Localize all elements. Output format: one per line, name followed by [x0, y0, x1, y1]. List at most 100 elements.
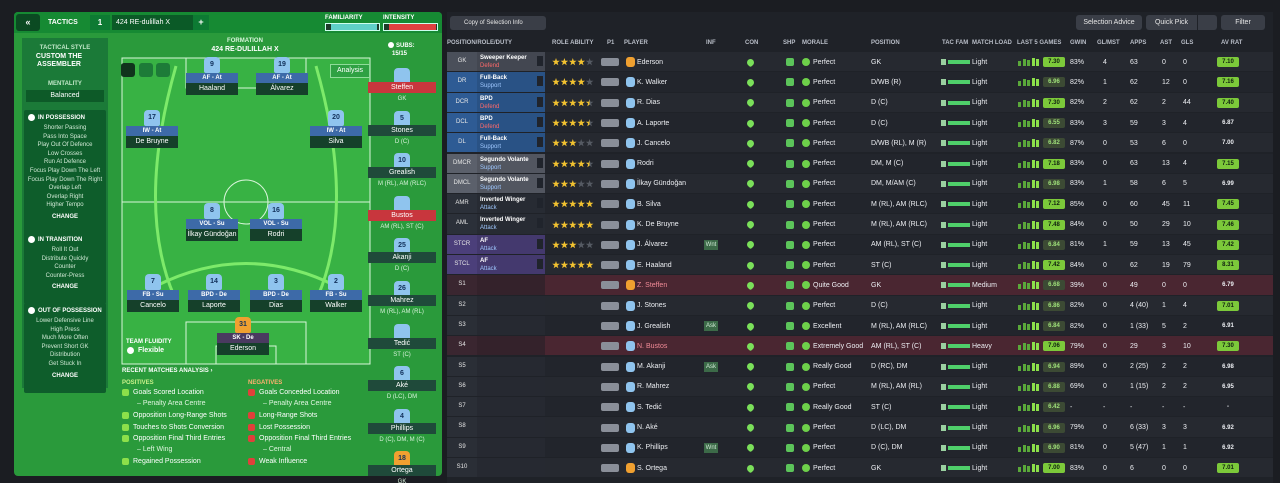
role-tag[interactable]: VOL - Su [250, 219, 302, 229]
slot-badge[interactable]: 1 [90, 15, 110, 30]
column-header[interactable]: POSITION [871, 40, 900, 46]
column-header[interactable]: ROLE ABILITY [552, 40, 594, 46]
view-toggle[interactable] [121, 63, 135, 77]
role-tag[interactable]: IW - At [310, 126, 362, 136]
table-row[interactable] [447, 153, 1273, 173]
player-name[interactable]: B. Silva [637, 200, 661, 208]
column-header[interactable]: MORALE [802, 40, 828, 46]
role-tag[interactable]: IW - At [126, 126, 178, 136]
view-toggle[interactable] [139, 63, 153, 77]
player-name[interactable]: Cancelo [127, 300, 179, 312]
view-toggle[interactable] [156, 63, 170, 77]
player-name[interactable]: İlkay Gündoğan [637, 180, 687, 188]
role-dropdown[interactable] [537, 116, 543, 127]
role-tag[interactable]: AF - At [256, 73, 308, 83]
change-button[interactable]: CHANGE [51, 214, 78, 220]
table-row[interactable] [447, 214, 1273, 234]
role-tag[interactable]: BPD - De [188, 290, 240, 300]
shirt[interactable]: 16 [268, 203, 284, 219]
sub-name[interactable]: Phillips [368, 422, 436, 434]
column-header[interactable]: SHP [783, 40, 796, 46]
role-tag[interactable]: AF - At [186, 73, 238, 83]
analysis-button[interactable]: Analysis [330, 64, 370, 78]
shirt[interactable]: 17 [144, 110, 160, 126]
sub-name[interactable]: Steffen [368, 82, 436, 93]
sub-name[interactable]: Aké [368, 380, 436, 392]
advice-button[interactable]: Selection Advice [1076, 15, 1142, 30]
table-row[interactable] [447, 356, 1273, 376]
role-dropdown[interactable] [537, 238, 543, 249]
player-name[interactable]: J. Álvarez [637, 241, 668, 249]
table-row[interactable] [447, 52, 1273, 72]
table-row[interactable] [447, 376, 1273, 397]
table-row[interactable] [447, 255, 1273, 275]
player-name[interactable]: N. Aké [637, 424, 658, 432]
player-name[interactable]: S. Tedić [637, 403, 662, 411]
table-row[interactable] [447, 194, 1273, 214]
column-header[interactable]: APPS [1130, 40, 1147, 46]
role-dropdown[interactable] [537, 76, 543, 87]
column-header[interactable]: GL/MST [1097, 40, 1120, 46]
shirt[interactable]: 3 [268, 274, 284, 290]
player-name[interactable]: Z. Steffen [637, 281, 668, 289]
shirt[interactable] [394, 323, 410, 340]
column-header[interactable]: CON [745, 40, 759, 46]
sub-name[interactable]: Mahrez [368, 295, 436, 306]
add-button[interactable]: + [193, 15, 209, 30]
player-name[interactable]: De Bruyne [126, 136, 178, 148]
role-dropdown[interactable] [537, 218, 543, 229]
sub-name[interactable]: Tedić [368, 337, 436, 349]
table-row[interactable] [447, 112, 1273, 133]
shirt[interactable]: 6 [394, 366, 410, 383]
shirt[interactable]: 18 [394, 451, 410, 468]
shirt[interactable]: 8 [204, 203, 220, 219]
column-header[interactable]: GWIN [1070, 40, 1087, 46]
shirt[interactable]: 26 [394, 281, 410, 297]
shirt[interactable]: 14 [206, 274, 222, 290]
view-select[interactable]: Copy of Selection Info [450, 16, 546, 30]
quick-pick[interactable]: Quick Pick [1146, 15, 1197, 30]
player-name[interactable]: E. Haaland [637, 261, 672, 269]
change-button[interactable]: CHANGE [51, 372, 78, 379]
sub-name[interactable]: Grealish [368, 167, 436, 179]
table-row[interactable] [447, 417, 1273, 437]
role-dropdown[interactable] [537, 259, 543, 269]
quick-pick-menu[interactable] [1198, 15, 1217, 30]
table-row[interactable] [447, 315, 1273, 336]
shirt[interactable]: 4 [394, 408, 410, 425]
shirt[interactable]: 31 [235, 317, 251, 333]
table-row[interactable] [447, 397, 1273, 417]
player-name[interactable]: J. Cancelo [637, 139, 671, 147]
player-name[interactable]: Ederson [217, 343, 269, 355]
table-row[interactable] [447, 275, 1273, 295]
column-header[interactable]: GLS [1181, 40, 1194, 46]
player-name[interactable]: Silva [310, 136, 362, 148]
table-row[interactable] [447, 92, 1273, 112]
shirt[interactable]: 10 [394, 153, 410, 170]
column-header[interactable]: PLAYER [624, 40, 648, 46]
change-button[interactable]: CHANGE [51, 284, 78, 291]
shirt[interactable]: 25 [394, 238, 410, 255]
shirt[interactable]: 20 [328, 110, 344, 126]
player-name[interactable]: Dias [250, 300, 302, 312]
player-name[interactable]: Rodri [637, 160, 654, 168]
sub-name[interactable]: Bustos [368, 209, 436, 221]
shirt[interactable]: 19 [274, 57, 290, 73]
table-row[interactable] [447, 173, 1273, 194]
shirt[interactable] [394, 195, 410, 212]
tactic-name[interactable]: 424 RE-dulillah X [112, 15, 196, 30]
player-name[interactable]: Laporte [188, 300, 240, 312]
shirt[interactable]: 5 [394, 110, 410, 127]
role-dropdown[interactable] [537, 157, 543, 168]
role-tag[interactable]: BPD - De [250, 290, 302, 300]
role-tag[interactable]: FB - Su [310, 290, 362, 300]
player-name[interactable]: Ederson [637, 58, 664, 66]
player-name[interactable]: Rodri [250, 229, 302, 241]
player-name[interactable]: K. Phillips [637, 444, 668, 452]
back-button[interactable]: « [16, 14, 40, 31]
style-name[interactable]: CUSTOM THE ASSEMBLER [35, 53, 83, 68]
shirt[interactable]: 7 [145, 274, 161, 290]
column-header[interactable]: MATCH LOAD [972, 40, 1012, 46]
column-header[interactable]: POSITION/ROLE/DUTY [447, 40, 513, 46]
player-name[interactable]: Álvarez [256, 83, 308, 95]
